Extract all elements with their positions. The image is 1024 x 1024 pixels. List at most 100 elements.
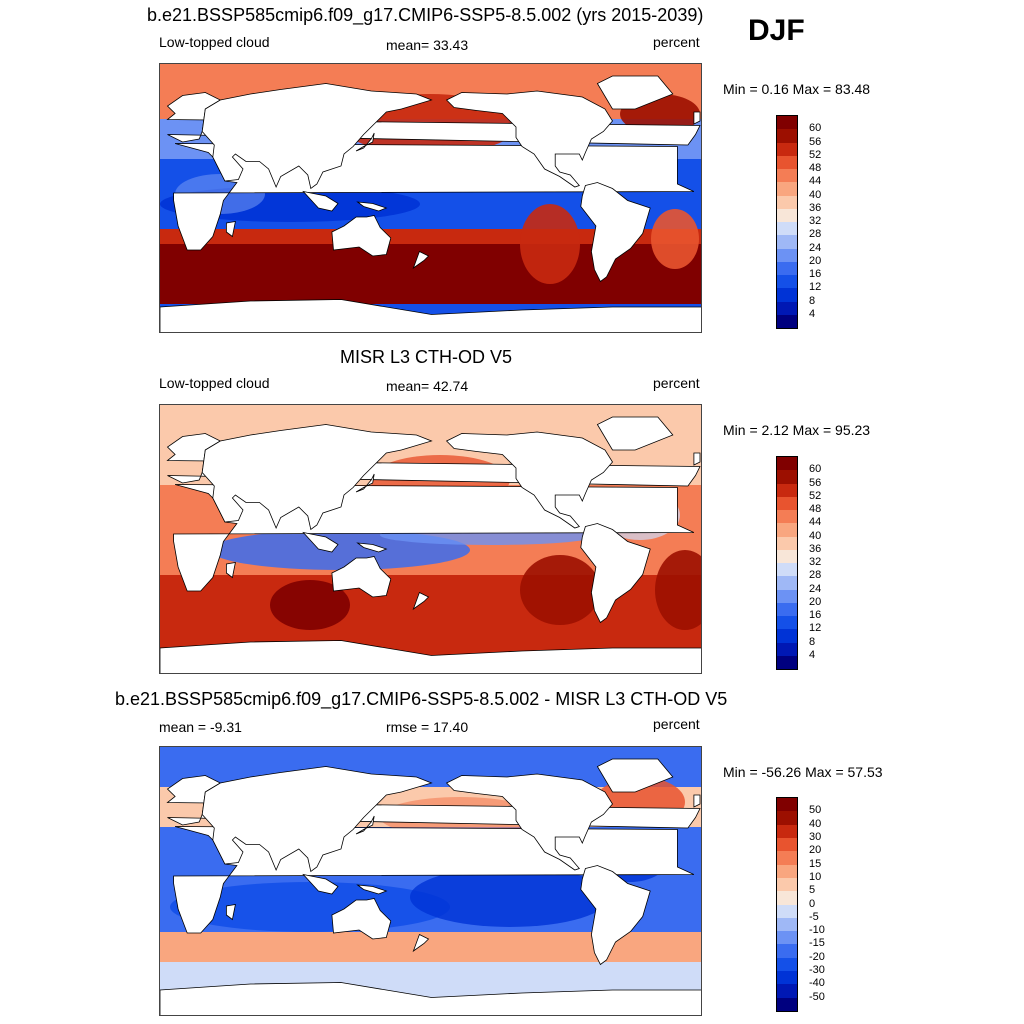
coastline: [160, 982, 701, 1015]
colorbar-segment: [777, 510, 797, 524]
coastline: [412, 933, 430, 953]
colorbar-tick-label: 24: [809, 241, 822, 254]
colorbar-tick-label: 40: [809, 817, 822, 830]
colorbar-segment: [777, 824, 797, 838]
colorbar-tick-label: -20: [809, 950, 825, 963]
coastline: [580, 523, 651, 624]
coastline: [580, 182, 651, 283]
coastline: [201, 83, 433, 190]
colorbar-tick-label: 0: [809, 897, 816, 910]
panel-1-variable-label: Low-topped cloud: [159, 34, 270, 50]
coastline: [356, 201, 388, 212]
colorbar-segment: [777, 142, 797, 156]
colorbar-segment: [777, 235, 797, 249]
panel-3-title: b.e21.BSSP585cmip6.f09_g17.CMIP6-SSP5-8.…: [115, 689, 728, 709]
coastline: [355, 473, 375, 493]
colorbar-segment: [777, 275, 797, 289]
colorbar-tick-label: 4: [809, 648, 816, 661]
field-region: [270, 580, 350, 630]
coastline: [445, 431, 613, 529]
panel-2-mean-label: mean= 42.74: [386, 378, 469, 394]
colorbar-segment: [777, 891, 797, 905]
coastline: [201, 424, 433, 531]
colorbar-segment: [777, 917, 797, 932]
colorbar-segment: [777, 811, 797, 825]
colorbar-tick-label: 44: [809, 516, 822, 529]
colorbar-tick-label: 56: [809, 135, 822, 148]
coastline: [355, 815, 375, 835]
colorbar-tick-label: 10: [809, 870, 822, 883]
panel-2-map-plot: [160, 405, 701, 673]
coastline: [302, 873, 339, 895]
colorbar-segment: [777, 837, 797, 852]
coastline: [693, 794, 701, 808]
colorbar-segment: [777, 301, 797, 315]
colorbar-tick-label: 44: [809, 175, 822, 188]
colorbar-segment: [777, 563, 797, 577]
colorbar-segment: [777, 655, 797, 669]
colorbar-tick-label: 40: [809, 188, 822, 201]
colorbar-tick-label: 8: [809, 635, 816, 648]
colorbar-segment: [777, 984, 797, 998]
coastline: [302, 190, 339, 212]
panel-3-minmax-label: Min = -56.26 Max = 57.53: [723, 764, 883, 780]
stratocumulus-region: [651, 209, 699, 269]
colorbar-tick-label: 52: [809, 489, 822, 502]
panel-2-map: [159, 404, 702, 674]
colorbar-tick-label: 56: [809, 476, 822, 489]
colorbar-segment: [777, 182, 797, 196]
colorbar-tick-label: 28: [809, 569, 822, 582]
panel-3-map-plot: [160, 747, 701, 1015]
colorbar-segment: [777, 457, 797, 471]
colorbar-tick-label: 50: [809, 804, 822, 817]
colorbar-tick-label: 12: [809, 622, 822, 635]
colorbar-tick-label: 36: [809, 542, 822, 555]
colorbar-segment: [777, 798, 797, 812]
coastline: [445, 773, 613, 871]
panel-1-colorbar: [776, 115, 798, 329]
colorbar-tick-label: 28: [809, 228, 822, 241]
colorbar-tick-label: -15: [809, 937, 825, 950]
colorbar-segment: [777, 195, 797, 209]
colorbar-tick-label: 4: [809, 307, 816, 320]
colorbar-segment: [777, 864, 797, 878]
colorbar-tick-label: 60: [809, 122, 822, 135]
colorbar-segment: [777, 129, 797, 143]
panel-2-minmax-label: Min = 2.12 Max = 95.23: [723, 422, 871, 438]
colorbar-segment: [777, 904, 797, 918]
coastline: [355, 132, 375, 152]
colorbar-segment: [777, 602, 797, 616]
panel-3-units-label: percent: [653, 716, 700, 732]
panel-3-map: [159, 746, 702, 1016]
panel-1-units-label: percent: [653, 34, 700, 50]
panel-1-minmax-label: Min = 0.16 Max = 83.48: [723, 81, 871, 97]
colorbar-tick-label: 20: [809, 844, 822, 857]
colorbar-segment: [777, 155, 797, 169]
panel-2-units-label: percent: [653, 375, 700, 391]
coastline: [356, 884, 388, 895]
stratocumulus-region: [520, 204, 580, 284]
colorbar-segment: [777, 851, 797, 865]
colorbar-tick-label: 48: [809, 503, 822, 515]
coastline: [356, 542, 388, 553]
coastline: [412, 591, 430, 611]
colorbar-segment: [777, 116, 797, 130]
colorbar-tick-label: 20: [809, 254, 822, 267]
colorbar-segment: [777, 248, 797, 262]
panel-3-colorbar: [776, 797, 798, 1012]
colorbar-tick-label: 52: [809, 148, 822, 161]
colorbar-segment: [777, 169, 797, 183]
panel-1-map: [159, 63, 702, 333]
colorbar-segment: [777, 470, 797, 484]
coastline: [331, 898, 392, 940]
coastline: [580, 865, 651, 966]
coastline: [160, 640, 701, 673]
field-region: [410, 867, 610, 927]
panel-1-title: b.e21.BSSP585cmip6.f09_g17.CMIP6-SSP5-8.…: [147, 5, 704, 25]
stratocumulus-region: [655, 550, 701, 630]
colorbar-tick-label: -50: [809, 990, 825, 1003]
colorbar-segment: [777, 483, 797, 497]
colorbar-tick-label: 32: [809, 556, 822, 568]
colorbar-segment: [777, 523, 797, 537]
colorbar-tick-label: -5: [809, 910, 819, 923]
